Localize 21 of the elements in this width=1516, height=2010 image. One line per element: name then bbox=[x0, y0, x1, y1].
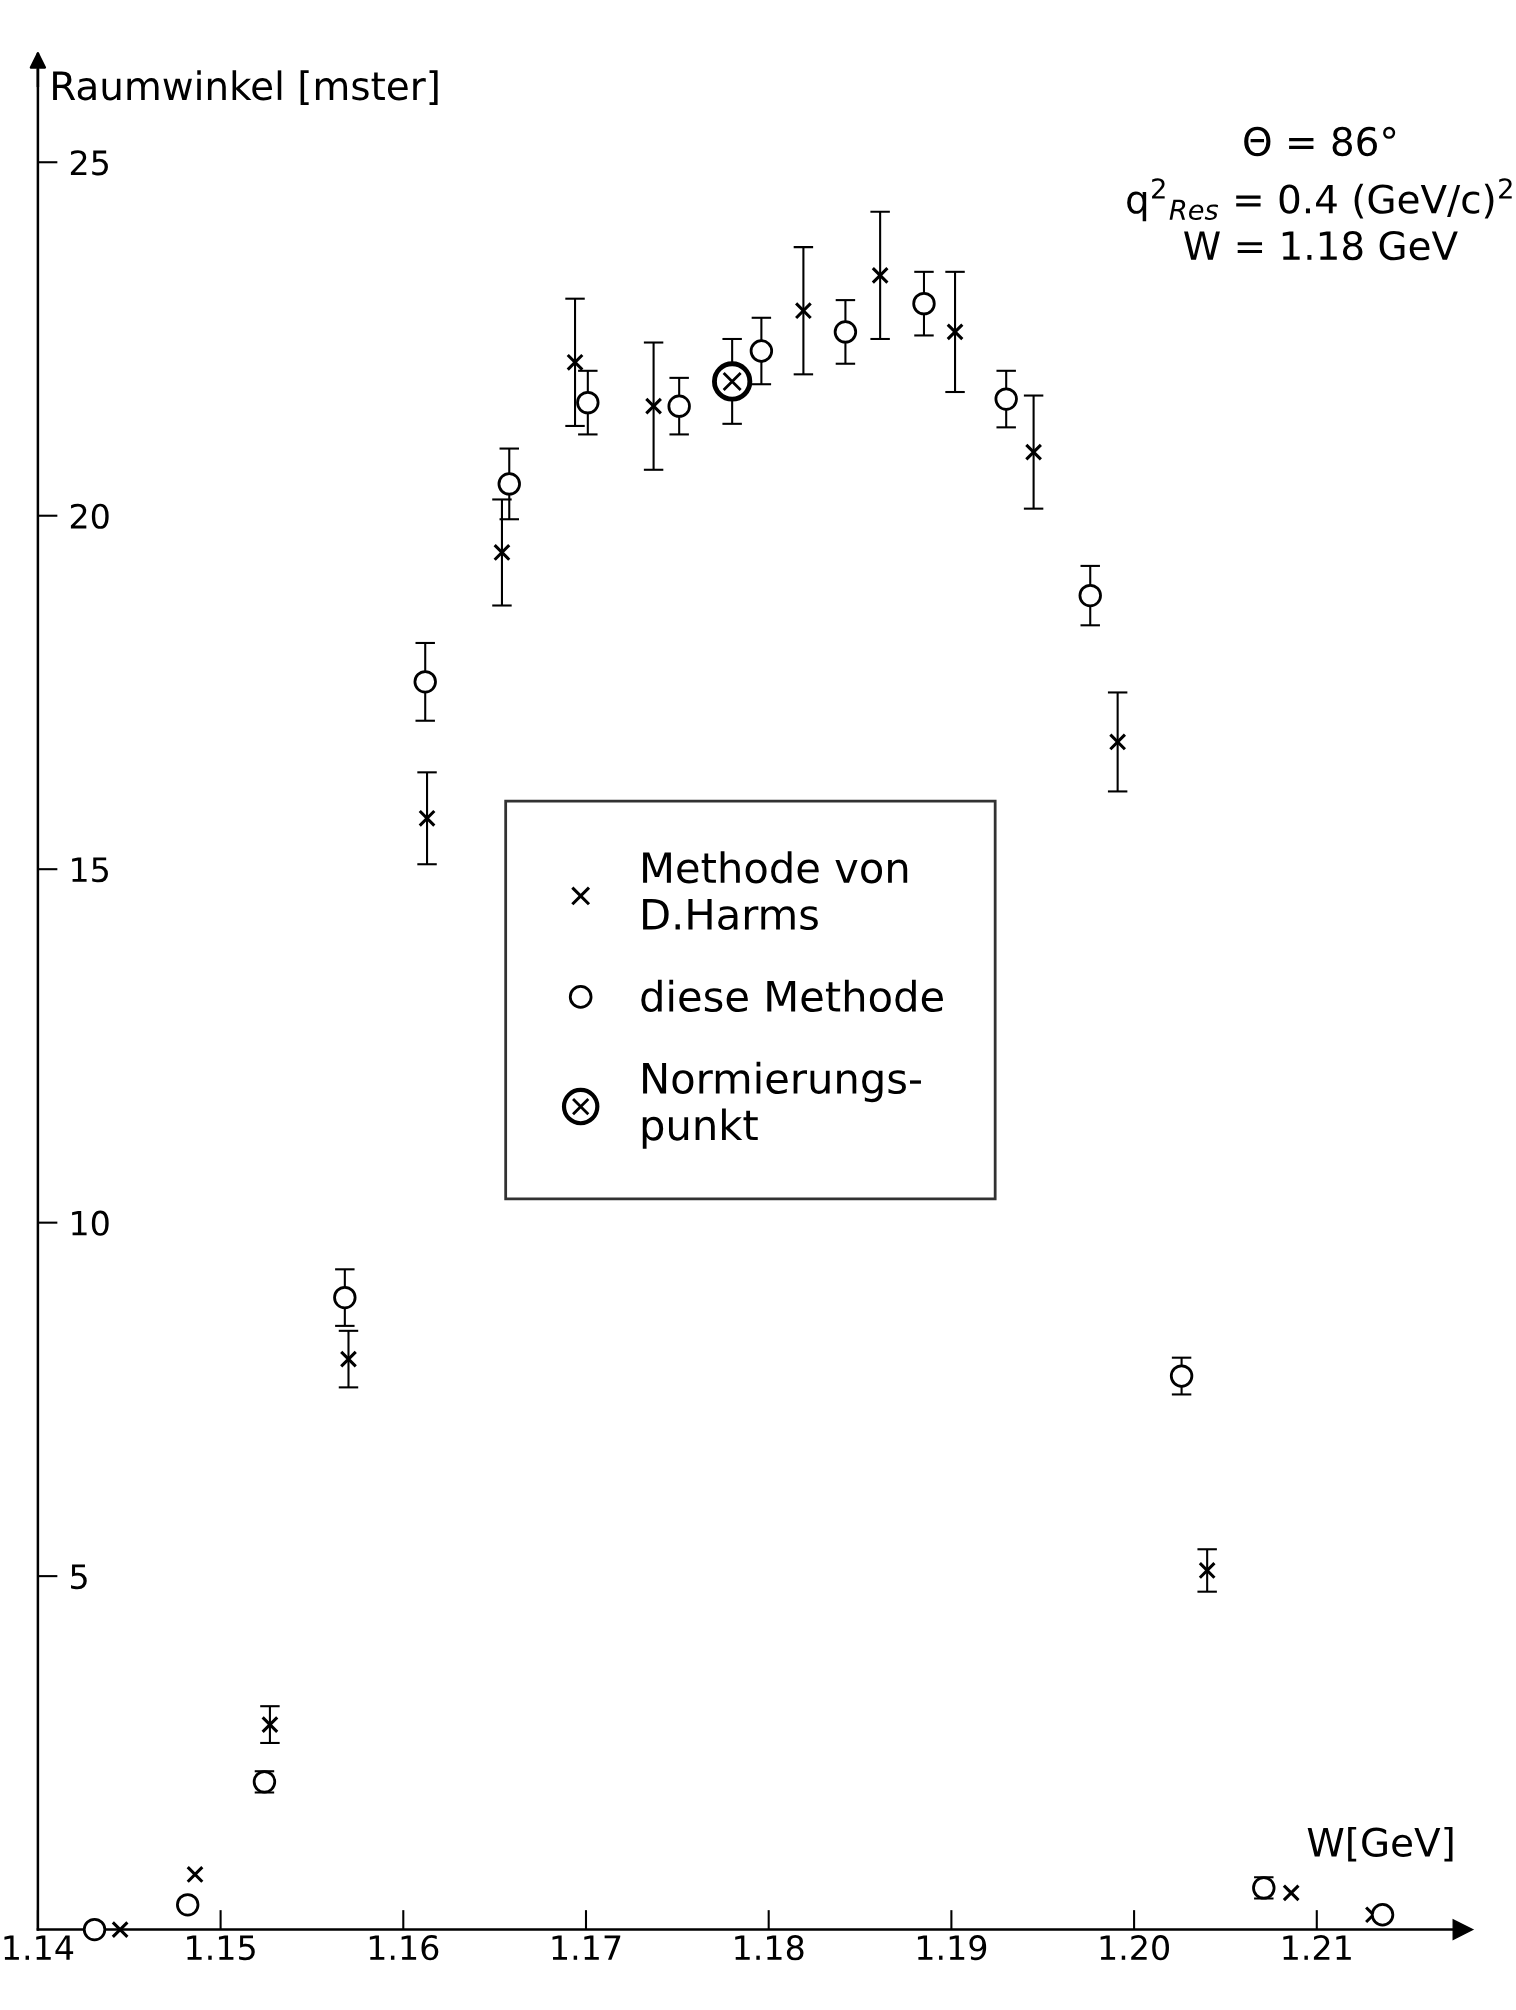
y-tick-label: 25 bbox=[70, 150, 108, 176]
y-tick-label: 5 bbox=[71, 1564, 87, 1590]
annotation: q$^{2}$$_{Res}$ = 0.4 (GeV/c)$^{2}$ bbox=[1127, 178, 1512, 222]
y-tick-label: 20 bbox=[70, 503, 109, 529]
x-tick-label: 1.14 bbox=[4, 1935, 74, 1960]
legend-label: Normierungs- punkt bbox=[642, 1061, 921, 1149]
x-tick-label: 1.20 bbox=[1100, 1935, 1169, 1961]
x-tick-label: 1.17 bbox=[552, 1935, 621, 1960]
legend-label: Methode von D.Harms bbox=[643, 851, 908, 931]
legend-label: diese Methode bbox=[641, 979, 943, 1013]
x-axis-title: W[GeV] bbox=[1307, 1826, 1453, 1862]
x-tick-label: 1.15 bbox=[187, 1935, 255, 1961]
y-tick-label: 15 bbox=[72, 857, 108, 883]
y-tick-label: 10 bbox=[72, 1210, 109, 1236]
annotation: Θ = 86° bbox=[1244, 126, 1396, 157]
x-tick-label: 1.21 bbox=[1283, 1935, 1351, 1960]
x-tick-label: 1.16 bbox=[369, 1935, 439, 1961]
annotation: W = 1.18 GeV bbox=[1184, 230, 1458, 261]
x-tick-label: 1.18 bbox=[735, 1935, 804, 1961]
y-axis-title: Raumwinkel [mster] bbox=[53, 70, 438, 106]
x-tick-label: 1.19 bbox=[917, 1935, 987, 1961]
